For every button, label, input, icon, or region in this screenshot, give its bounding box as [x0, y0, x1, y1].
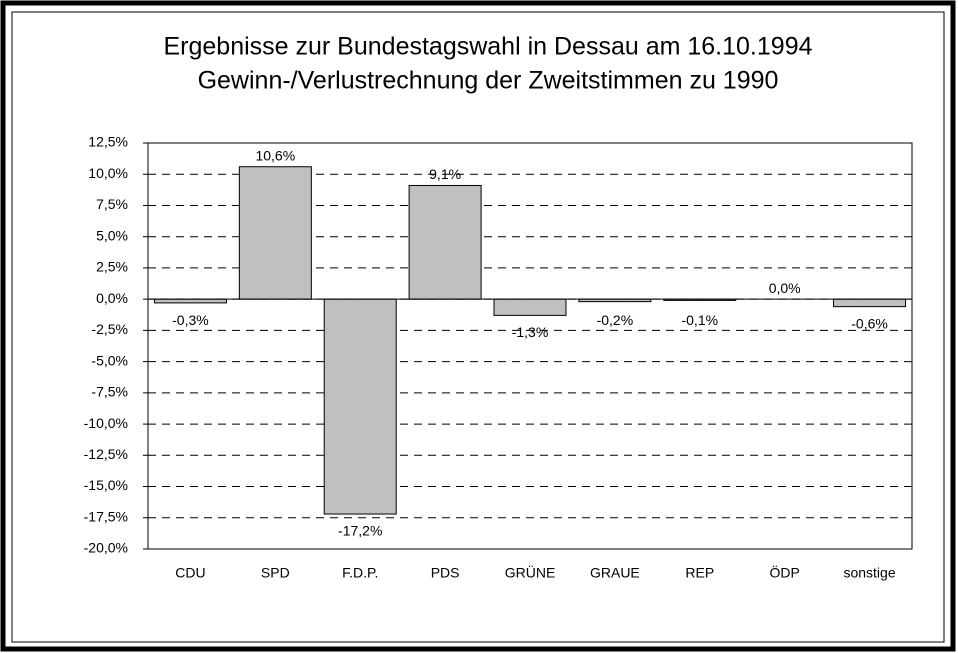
bar [323, 298, 397, 515]
x-tick-label: GRAUE [590, 565, 640, 581]
x-tick-label: F.D.P. [342, 565, 378, 581]
x-tick-label: SPD [261, 565, 290, 581]
x-tick-label: GRÜNE [505, 564, 556, 581]
x-tick-label: REP [685, 565, 714, 581]
y-tick-label: -10,0% [84, 415, 128, 431]
bar [493, 298, 567, 316]
chart-subtitle: Gewinn-/Verlustrechnung der Zweitstimmen… [198, 67, 779, 95]
y-tick-label: 12,5% [88, 134, 128, 150]
inner-frame [11, 11, 945, 643]
y-tick-label: -17,5% [84, 508, 128, 524]
x-tick-label: CDU [175, 565, 205, 581]
x-tick-label: sonstige [843, 565, 895, 581]
bar [833, 298, 907, 308]
data-label: -17,2% [338, 523, 382, 539]
data-label: 0,0% [769, 280, 801, 296]
x-tick-label: PDS [431, 565, 460, 581]
chart-title: Ergebnisse zur Bundestagswahl in Dessau … [163, 33, 812, 61]
y-tick-label: -2,5% [91, 321, 128, 337]
y-tick-label: -5,0% [91, 352, 128, 368]
y-tick-label: -7,5% [91, 384, 128, 400]
y-tick-label: -15,0% [84, 477, 128, 493]
y-tick-label: -20,0% [84, 540, 128, 556]
bar [153, 298, 227, 304]
y-tick-label: 10,0% [88, 165, 128, 181]
y-tick-label: 5,0% [96, 227, 128, 243]
data-label: -0,2% [597, 312, 634, 328]
bar [238, 166, 312, 300]
y-tick-label: 7,5% [96, 196, 128, 212]
bar [408, 184, 482, 300]
y-tick-label: 0,0% [96, 290, 128, 306]
data-label: 10,6% [255, 147, 295, 163]
x-tick-label: ÖDP [769, 564, 799, 581]
data-label: -0,6% [851, 315, 888, 331]
data-label: 9,1% [429, 166, 461, 182]
y-tick-label: -12,5% [84, 446, 128, 462]
y-tick-label: 2,5% [96, 259, 128, 275]
data-label: -0,1% [681, 312, 718, 328]
data-label: -0,3% [172, 312, 209, 328]
data-label: -1,3% [512, 324, 549, 340]
